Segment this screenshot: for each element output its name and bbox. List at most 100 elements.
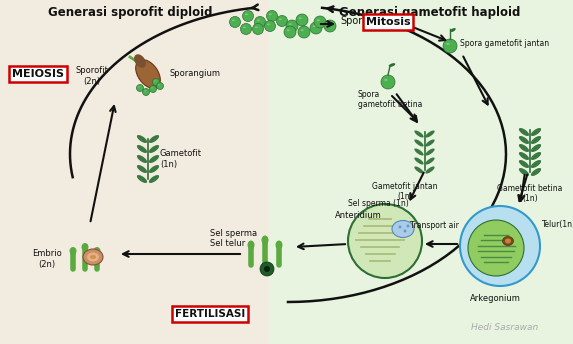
Ellipse shape (425, 149, 435, 155)
Ellipse shape (69, 247, 77, 255)
Text: Generasi gametofit haploid: Generasi gametofit haploid (339, 6, 521, 19)
Ellipse shape (232, 20, 235, 21)
Circle shape (254, 17, 265, 28)
Circle shape (152, 78, 159, 86)
Ellipse shape (149, 175, 159, 183)
Circle shape (260, 262, 274, 276)
Text: Gametofit
(1n): Gametofit (1n) (160, 149, 202, 169)
Ellipse shape (257, 20, 260, 21)
Ellipse shape (414, 130, 423, 138)
Text: Gametofit betina
(1n): Gametofit betina (1n) (497, 184, 563, 203)
Ellipse shape (243, 26, 246, 28)
Ellipse shape (158, 84, 160, 85)
Ellipse shape (392, 221, 414, 237)
Ellipse shape (519, 168, 529, 176)
Ellipse shape (519, 128, 529, 136)
Text: Sel sperma (1n): Sel sperma (1n) (348, 198, 409, 207)
Ellipse shape (137, 135, 147, 143)
Text: MEIOSIS: MEIOSIS (12, 69, 64, 79)
Ellipse shape (286, 29, 290, 31)
Ellipse shape (299, 17, 302, 19)
Circle shape (264, 266, 270, 272)
Ellipse shape (388, 63, 395, 67)
Circle shape (143, 88, 150, 96)
Ellipse shape (327, 23, 329, 25)
Ellipse shape (90, 255, 96, 259)
Ellipse shape (138, 86, 140, 87)
Ellipse shape (149, 145, 159, 153)
Ellipse shape (289, 23, 292, 25)
Text: Hedi Sasrawan: Hedi Sasrawan (472, 323, 539, 332)
Text: Telur(1n): Telur(1n) (542, 219, 573, 228)
Circle shape (460, 206, 540, 286)
Circle shape (406, 225, 410, 227)
Ellipse shape (276, 240, 282, 249)
Text: Sporofit
(2n): Sporofit (2n) (76, 66, 108, 86)
Ellipse shape (425, 139, 435, 147)
Ellipse shape (137, 145, 147, 153)
Ellipse shape (83, 249, 103, 265)
Text: Mitosis: Mitosis (366, 17, 410, 27)
Ellipse shape (149, 155, 159, 163)
Ellipse shape (144, 90, 146, 92)
Circle shape (277, 15, 288, 26)
Ellipse shape (279, 19, 282, 20)
Ellipse shape (255, 26, 258, 28)
Circle shape (348, 204, 422, 278)
Ellipse shape (503, 237, 513, 246)
Ellipse shape (531, 152, 541, 160)
Text: FERTILISASI: FERTILISASI (175, 309, 245, 319)
Ellipse shape (301, 29, 304, 31)
Bar (269, 0, 573, 344)
Circle shape (314, 16, 326, 28)
Ellipse shape (136, 60, 160, 88)
Text: Sporangium: Sporangium (170, 69, 221, 78)
Ellipse shape (519, 144, 529, 152)
Text: Spora: Spora (340, 16, 368, 26)
Ellipse shape (269, 13, 272, 15)
Ellipse shape (414, 158, 423, 164)
Circle shape (381, 75, 395, 89)
Circle shape (310, 22, 322, 34)
Text: Arkegonium: Arkegonium (469, 294, 520, 303)
Circle shape (324, 20, 336, 32)
Bar (0, 0, 269, 344)
Ellipse shape (137, 175, 147, 183)
Ellipse shape (425, 130, 435, 138)
Ellipse shape (505, 238, 511, 244)
Text: Anteridium: Anteridium (335, 211, 382, 219)
Ellipse shape (531, 144, 541, 152)
Ellipse shape (384, 79, 388, 81)
Ellipse shape (261, 236, 269, 245)
Ellipse shape (519, 136, 529, 144)
Ellipse shape (519, 152, 529, 160)
Ellipse shape (149, 165, 159, 173)
Ellipse shape (245, 13, 248, 15)
Ellipse shape (425, 166, 435, 174)
Circle shape (443, 39, 457, 53)
Ellipse shape (414, 166, 423, 174)
Ellipse shape (446, 43, 450, 45)
Circle shape (284, 26, 296, 38)
Circle shape (286, 20, 298, 32)
Ellipse shape (248, 240, 254, 249)
Ellipse shape (317, 19, 320, 21)
Ellipse shape (414, 149, 423, 155)
Ellipse shape (425, 158, 435, 164)
Circle shape (298, 26, 310, 38)
Ellipse shape (531, 128, 541, 136)
Circle shape (265, 21, 276, 32)
Circle shape (266, 11, 277, 21)
Text: Sel sperma: Sel sperma (210, 228, 257, 237)
Circle shape (150, 86, 156, 93)
Text: Generasi sporofit diploid: Generasi sporofit diploid (48, 6, 212, 19)
Circle shape (253, 23, 264, 34)
Ellipse shape (93, 247, 100, 255)
Ellipse shape (134, 54, 146, 68)
Ellipse shape (137, 165, 147, 173)
Circle shape (296, 14, 308, 26)
Ellipse shape (519, 160, 529, 168)
Text: Spora gametofit jantan: Spora gametofit jantan (460, 40, 549, 49)
Ellipse shape (87, 252, 99, 261)
Text: Transport air: Transport air (410, 221, 459, 229)
